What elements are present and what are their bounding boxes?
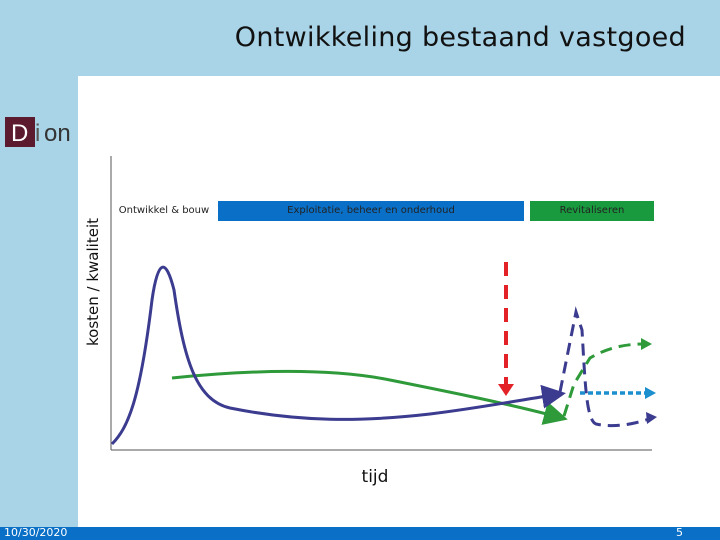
svg-text:on: on bbox=[44, 120, 71, 147]
green-dashed-curve bbox=[562, 342, 645, 417]
footer-bar bbox=[0, 527, 720, 540]
blue-dashed-arrow-head bbox=[646, 412, 657, 424]
green-curve bbox=[171, 370, 568, 425]
slide-title: Ontwikkeling bestaand vastgoed bbox=[234, 22, 686, 53]
svg-text:D: D bbox=[11, 120, 28, 147]
cyan-arrow-head bbox=[645, 387, 656, 399]
page-number: 5 bbox=[676, 526, 683, 539]
red-arrow-head bbox=[498, 384, 514, 396]
svg-text:i: i bbox=[35, 120, 40, 147]
green-dashed-arrow-head bbox=[641, 338, 652, 350]
phase-develop-build: Ontwikkel & bouw bbox=[112, 201, 216, 221]
x-axis-label: tijd bbox=[361, 467, 389, 487]
blue-dashed-curve bbox=[558, 306, 653, 428]
title-band bbox=[78, 0, 720, 76]
side-band bbox=[0, 0, 78, 540]
phase-exploitation: Exploitatie, beheer en onderhoud bbox=[218, 201, 524, 221]
phase-revitalise: Revitaliseren bbox=[530, 201, 654, 221]
slide-date: 10/30/2020 bbox=[4, 526, 68, 539]
dion-logo: D i on bbox=[5, 117, 71, 147]
blue-curve bbox=[110, 265, 566, 446]
